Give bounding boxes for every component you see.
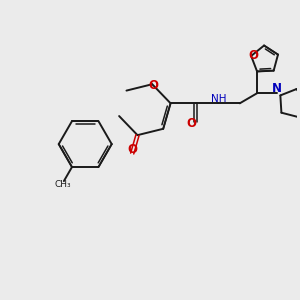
Text: O: O bbox=[248, 49, 258, 62]
Text: NH: NH bbox=[211, 94, 226, 103]
Text: O: O bbox=[149, 79, 159, 92]
Text: CH₃: CH₃ bbox=[54, 180, 71, 189]
Text: O: O bbox=[186, 117, 196, 130]
Text: O: O bbox=[127, 143, 137, 156]
Text: N: N bbox=[272, 82, 282, 94]
